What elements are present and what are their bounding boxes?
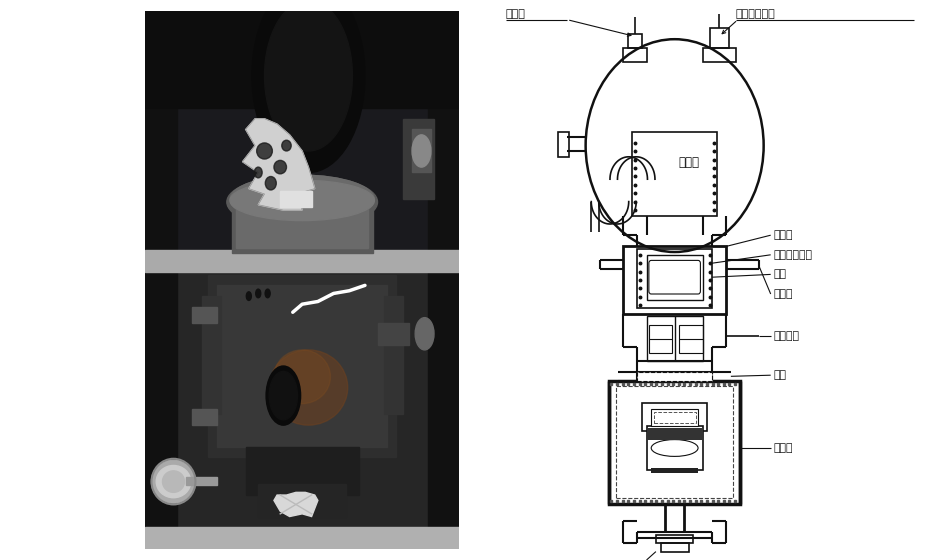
Bar [384, 296, 402, 414]
Bar [145, 250, 459, 272]
Text: 子備室: 子備室 [772, 443, 792, 453]
Ellipse shape [256, 143, 272, 159]
Bar [402, 119, 433, 199]
Bar [258, 484, 345, 516]
Circle shape [265, 289, 270, 298]
Ellipse shape [152, 460, 196, 503]
Bar [377, 323, 408, 344]
Bar [651, 409, 697, 426]
Circle shape [266, 366, 300, 425]
FancyArrowPatch shape [569, 20, 630, 36]
Bar [641, 403, 707, 431]
Bar [192, 409, 217, 425]
Bar [636, 372, 711, 381]
Bar [648, 325, 671, 353]
Bar [145, 528, 459, 549]
Ellipse shape [254, 167, 262, 178]
Bar [201, 296, 220, 414]
Ellipse shape [273, 350, 330, 404]
FancyArrowPatch shape [722, 21, 735, 34]
Bar [660, 543, 688, 552]
Bar [702, 48, 735, 62]
Bar [145, 11, 459, 108]
Bar [192, 307, 217, 323]
Bar [636, 249, 711, 308]
Bar [145, 259, 459, 549]
Bar [145, 11, 176, 549]
Bar [427, 11, 459, 549]
Circle shape [412, 135, 431, 167]
Ellipse shape [273, 160, 286, 174]
Bar [217, 286, 387, 447]
Bar [646, 316, 702, 361]
Text: 鑄型: 鑄型 [772, 269, 785, 279]
Bar [651, 468, 697, 473]
Bar [145, 11, 459, 259]
Text: 水冷코일: 水冷코일 [772, 331, 798, 341]
Ellipse shape [156, 465, 191, 498]
Circle shape [252, 0, 365, 172]
Circle shape [585, 39, 763, 252]
Ellipse shape [227, 175, 377, 229]
Bar [412, 129, 431, 172]
Bar [608, 381, 739, 504]
Text: 鑄型加熱코일: 鑄型加熱코일 [772, 250, 812, 260]
Text: 빌렛트: 빌렛트 [505, 9, 525, 19]
Bar [646, 426, 702, 470]
Bar [652, 412, 695, 423]
FancyBboxPatch shape [648, 260, 699, 294]
Bar [245, 447, 358, 495]
Text: 들여다보는窓: 들여다보는窓 [735, 9, 774, 19]
Text: 水冷板: 水冷板 [772, 289, 792, 299]
Bar [679, 325, 702, 353]
Bar [632, 132, 716, 216]
Text: 쎄셀터: 쎄셀터 [772, 230, 792, 240]
Bar [622, 246, 725, 314]
Polygon shape [273, 492, 317, 516]
Bar [627, 34, 641, 48]
Text: 발브: 발브 [772, 370, 785, 380]
Bar [655, 535, 693, 543]
Ellipse shape [162, 471, 184, 492]
Bar [646, 255, 702, 300]
Bar [186, 477, 217, 486]
Circle shape [246, 292, 251, 300]
Bar [615, 386, 732, 498]
Bar [557, 132, 568, 157]
Circle shape [256, 289, 260, 298]
Ellipse shape [229, 175, 374, 223]
Ellipse shape [229, 180, 374, 221]
Circle shape [415, 318, 433, 350]
Ellipse shape [265, 176, 276, 190]
Bar [280, 192, 312, 207]
Ellipse shape [269, 350, 347, 425]
Polygon shape [242, 119, 314, 210]
Bar [208, 274, 396, 458]
Bar [622, 48, 646, 62]
Text: 熔解爐: 熔解爐 [678, 156, 698, 169]
Bar [231, 199, 373, 253]
Bar [236, 202, 368, 248]
Circle shape [269, 371, 297, 420]
Bar [646, 428, 702, 440]
Bar [709, 28, 728, 48]
Ellipse shape [282, 140, 291, 151]
Circle shape [264, 1, 352, 151]
